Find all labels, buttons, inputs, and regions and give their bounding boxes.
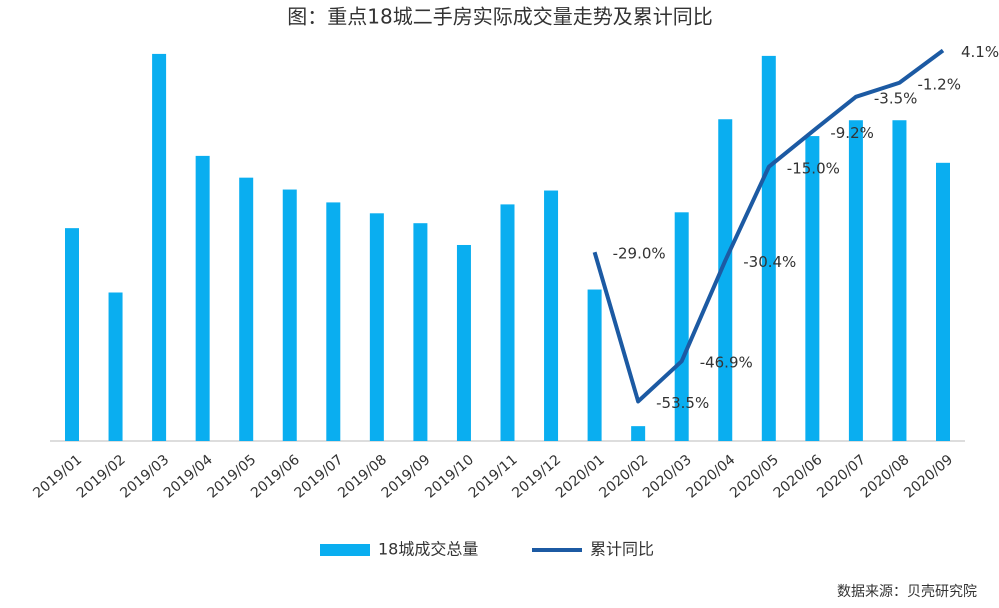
data-label: -29.0% — [613, 245, 666, 263]
data-label: -3.5% — [874, 89, 918, 107]
bar — [326, 202, 341, 441]
legend-label: 累计同比 — [590, 540, 654, 559]
bar — [65, 228, 79, 441]
bar — [848, 120, 863, 442]
bar — [195, 155, 210, 441]
data-label: -9.2% — [830, 124, 874, 142]
bar — [761, 55, 776, 441]
legend-label: 18城成交总量 — [378, 540, 478, 559]
bar — [152, 53, 167, 441]
bar — [544, 190, 559, 441]
bar — [282, 189, 297, 441]
bar — [500, 204, 515, 441]
data-label: -1.2% — [917, 75, 961, 93]
bar — [413, 223, 428, 441]
bar — [718, 119, 733, 441]
legend-swatch — [320, 544, 370, 556]
bar — [239, 177, 254, 441]
bar — [805, 136, 820, 441]
bar — [674, 212, 689, 441]
x-tick-label: 2020/09 — [901, 452, 956, 502]
bar — [631, 426, 646, 441]
data-label: -46.9% — [700, 354, 753, 372]
bar — [587, 289, 602, 441]
bar — [936, 162, 950, 441]
bar — [369, 213, 384, 441]
source-note: 数据来源：贝壳研究院 — [837, 583, 977, 600]
bar — [108, 292, 123, 441]
data-label: 4.1% — [961, 43, 999, 61]
data-label: -30.4% — [743, 253, 796, 271]
data-label: -53.5% — [656, 394, 709, 412]
bar — [456, 244, 471, 441]
bar — [892, 120, 907, 442]
line — [592, 48, 945, 404]
data-label: -15.0% — [787, 159, 840, 177]
chart-title: 图：重点18城二手房实际成交量走势及累计同比 — [287, 5, 712, 29]
